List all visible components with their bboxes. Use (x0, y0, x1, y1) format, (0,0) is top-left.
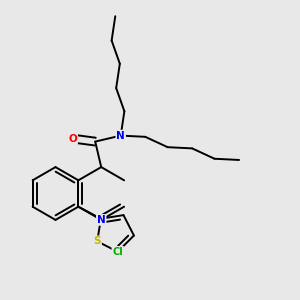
Text: N: N (97, 215, 106, 225)
Text: N: N (116, 130, 125, 141)
Text: Cl: Cl (112, 247, 123, 257)
Text: O: O (68, 134, 77, 144)
Text: S: S (94, 236, 101, 246)
